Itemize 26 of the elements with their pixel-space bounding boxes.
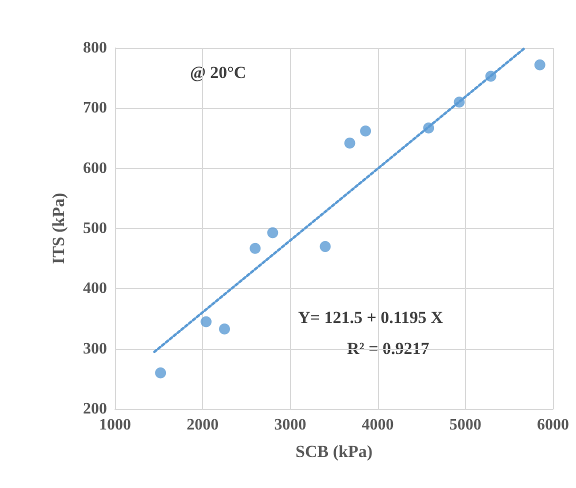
point xyxy=(155,367,166,378)
point xyxy=(360,126,372,137)
x-tick-label: 2000 xyxy=(186,416,219,434)
y-tick-label: 800 xyxy=(83,40,107,56)
y-axis-title: ITS (kPa) xyxy=(49,192,68,264)
x-tick-label: 3000 xyxy=(274,416,306,434)
point xyxy=(219,323,230,334)
x-axis-title: SCB (kPa) xyxy=(296,442,372,461)
point xyxy=(200,316,212,328)
point xyxy=(534,59,546,70)
y-tick-label: 500 xyxy=(83,220,107,237)
y-tick-label: 600 xyxy=(83,160,107,177)
annotation: @ 20°C xyxy=(190,63,246,82)
x-tick-label: 4000 xyxy=(362,416,394,434)
y-tick-label: 400 xyxy=(83,280,107,298)
annotation: Y= 121.5 + 0.1195 X xyxy=(298,308,444,327)
point xyxy=(320,241,331,252)
y-tick-label: 200 xyxy=(83,400,107,418)
point xyxy=(250,242,261,254)
x-tick-label: 1000 xyxy=(99,416,131,434)
y-tick-label: 700 xyxy=(83,100,107,117)
point xyxy=(267,227,278,238)
x-tick-label: 6000 xyxy=(537,416,569,434)
point xyxy=(344,138,356,149)
x-tick-label: 5000 xyxy=(449,416,482,434)
y-tick-label: 300 xyxy=(83,340,107,358)
